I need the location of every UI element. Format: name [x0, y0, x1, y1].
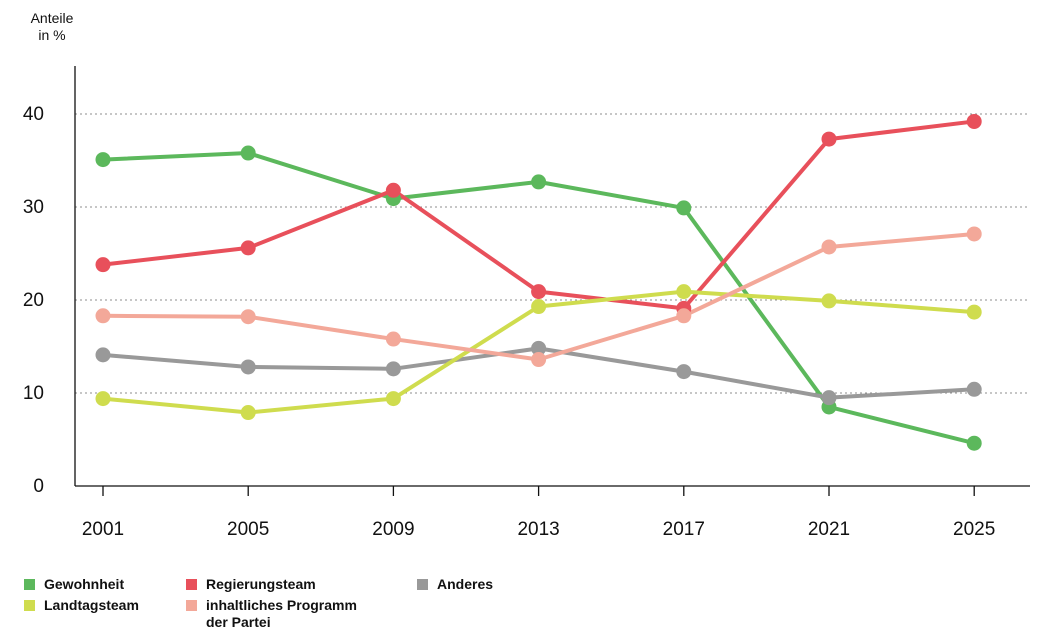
legend-label-programm-line2: der Partei	[206, 614, 271, 630]
legend-label-landtagsteam: Landtagsteam	[44, 597, 139, 613]
point-anderes-2005	[240, 359, 256, 375]
legend-label-gewohnheit: Gewohnheit	[44, 576, 125, 592]
y-tick-label-0: 0	[33, 476, 44, 497]
legend-label-anderes: Anderes	[437, 576, 494, 592]
legend-swatch-anderes	[417, 579, 428, 590]
gridlines	[75, 113, 1030, 394]
point-regierungsteam-2021	[821, 131, 837, 147]
legend: Gewohnheit Regierungsteam Anderes Landta…	[24, 576, 544, 634]
legend-swatch-programm	[186, 600, 197, 611]
legend-item-landtagsteam: Landtagsteam	[24, 597, 139, 614]
x-tick-labels: 2001 2005 2009 2013 2017 2021 2025	[82, 519, 995, 540]
point-gewohnheit-2001	[95, 152, 111, 168]
legend-item-programm: inhaltliches Programm der Partei	[186, 597, 357, 631]
point-inhaltliches-2001	[95, 308, 111, 324]
point-landtagsteam-2025	[966, 304, 982, 320]
point-regierungsteam-2001	[95, 257, 111, 273]
x-tick-label-2013: 2013	[517, 519, 559, 540]
point-landtagsteam-2013	[531, 299, 547, 315]
legend-swatch-landtagsteam	[24, 600, 35, 611]
point-gewohnheit-2013	[531, 174, 547, 190]
point-inhaltliches-2005	[240, 309, 256, 325]
point-inhaltliches-2021	[821, 239, 837, 255]
x-tick-label-2009: 2009	[372, 519, 414, 540]
point-regierungsteam-2005	[240, 240, 256, 256]
y-tick-label-30: 30	[23, 197, 44, 218]
point-landtagsteam-2017	[676, 284, 692, 300]
point-anderes-2001	[95, 347, 111, 363]
point-anderes-2021	[821, 390, 837, 406]
legend-label-regierungsteam: Regierungsteam	[206, 576, 316, 592]
x-tick-label-2001: 2001	[82, 519, 124, 540]
axes	[74, 66, 1030, 496]
y-tick-label-40: 40	[23, 104, 44, 125]
y-unit-line-1: Anteile	[30, 10, 74, 26]
x-tick-label-2025: 2025	[953, 519, 995, 540]
legend-label-programm-line1: inhaltliches Programm	[206, 597, 357, 613]
y-unit-line-2: in %	[38, 27, 66, 43]
point-anderes-2009	[385, 361, 401, 377]
point-inhaltliches-2017	[676, 308, 692, 324]
legend-swatch-regierungsteam	[186, 579, 197, 590]
point-regierungsteam-2009	[385, 182, 401, 198]
point-inhaltliches-2025	[966, 226, 982, 242]
point-anderes-2017	[676, 364, 692, 380]
point-regierungsteam-2025	[966, 113, 982, 129]
line-chart: 0 10 20 30 40 2001 2005 2009 2013 2017 2021 2025	[23, 66, 1030, 540]
point-landtagsteam-2001	[95, 391, 111, 407]
point-landtagsteam-2009	[385, 391, 401, 407]
x-tick-label-2005: 2005	[227, 519, 269, 540]
x-tick-label-2021: 2021	[808, 519, 850, 540]
point-landtagsteam-2005	[240, 405, 256, 421]
point-gewohnheit-2017	[676, 200, 692, 216]
point-gewohnheit-2005	[240, 145, 256, 161]
point-anderes-2013	[531, 340, 547, 356]
legend-item-gewohnheit: Gewohnheit	[24, 576, 124, 593]
series-line-regierungsteam	[101, 119, 977, 311]
legend-swatch-gewohnheit	[24, 579, 35, 590]
legend-item-anderes: Anderes	[417, 576, 493, 593]
data-points	[95, 113, 982, 451]
point-gewohnheit-2025	[966, 435, 982, 451]
point-inhaltliches-2009	[385, 331, 401, 347]
point-regierungsteam-2013	[531, 284, 547, 300]
point-landtagsteam-2021	[821, 293, 837, 309]
y-unit-label: Anteile in %	[22, 10, 82, 44]
series-lines	[101, 119, 977, 446]
y-tick-labels: 0 10 20 30 40	[23, 104, 44, 497]
y-tick-label-20: 20	[23, 290, 44, 311]
point-anderes-2025	[966, 381, 982, 397]
legend-item-regierungsteam: Regierungsteam	[186, 576, 316, 593]
y-tick-label-10: 10	[23, 383, 44, 404]
x-tick-label-2017: 2017	[663, 519, 705, 540]
point-inhaltliches-2013	[531, 352, 547, 368]
